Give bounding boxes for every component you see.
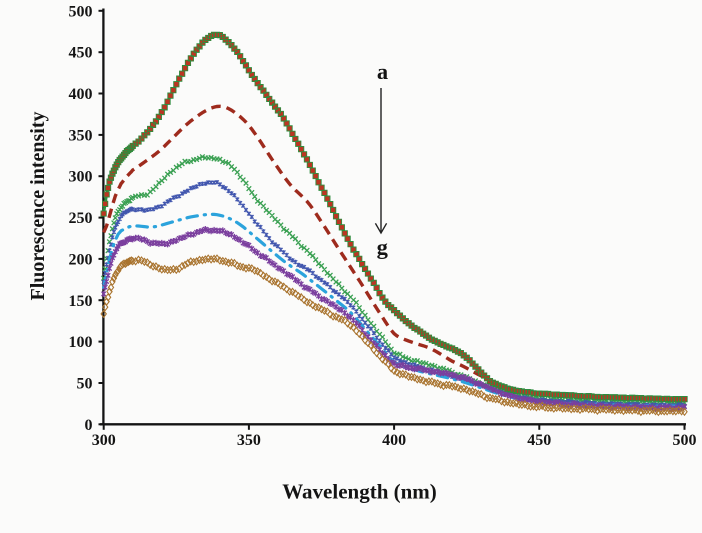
svg-text:500: 500 [69,3,93,20]
svg-text:200: 200 [69,251,93,268]
svg-text:400: 400 [382,432,406,449]
svg-text:50: 50 [77,376,93,393]
svg-text:Fluorescence intensity: Fluorescence intensity [27,111,49,300]
svg-text:a: a [377,59,388,84]
svg-text:350: 350 [237,432,261,449]
svg-text:g: g [377,235,389,260]
svg-text:350: 350 [69,127,93,144]
svg-text:450: 450 [527,432,551,449]
svg-text:250: 250 [69,210,93,227]
svg-text:400: 400 [69,86,93,103]
svg-text:Wavelength (nm): Wavelength (nm) [282,480,437,504]
svg-text:0: 0 [85,417,93,434]
svg-text:150: 150 [69,293,93,310]
svg-text:500: 500 [673,432,697,449]
svg-text:300: 300 [92,432,116,449]
svg-text:450: 450 [69,45,93,62]
svg-text:100: 100 [69,334,93,351]
svg-text:300: 300 [69,169,93,186]
